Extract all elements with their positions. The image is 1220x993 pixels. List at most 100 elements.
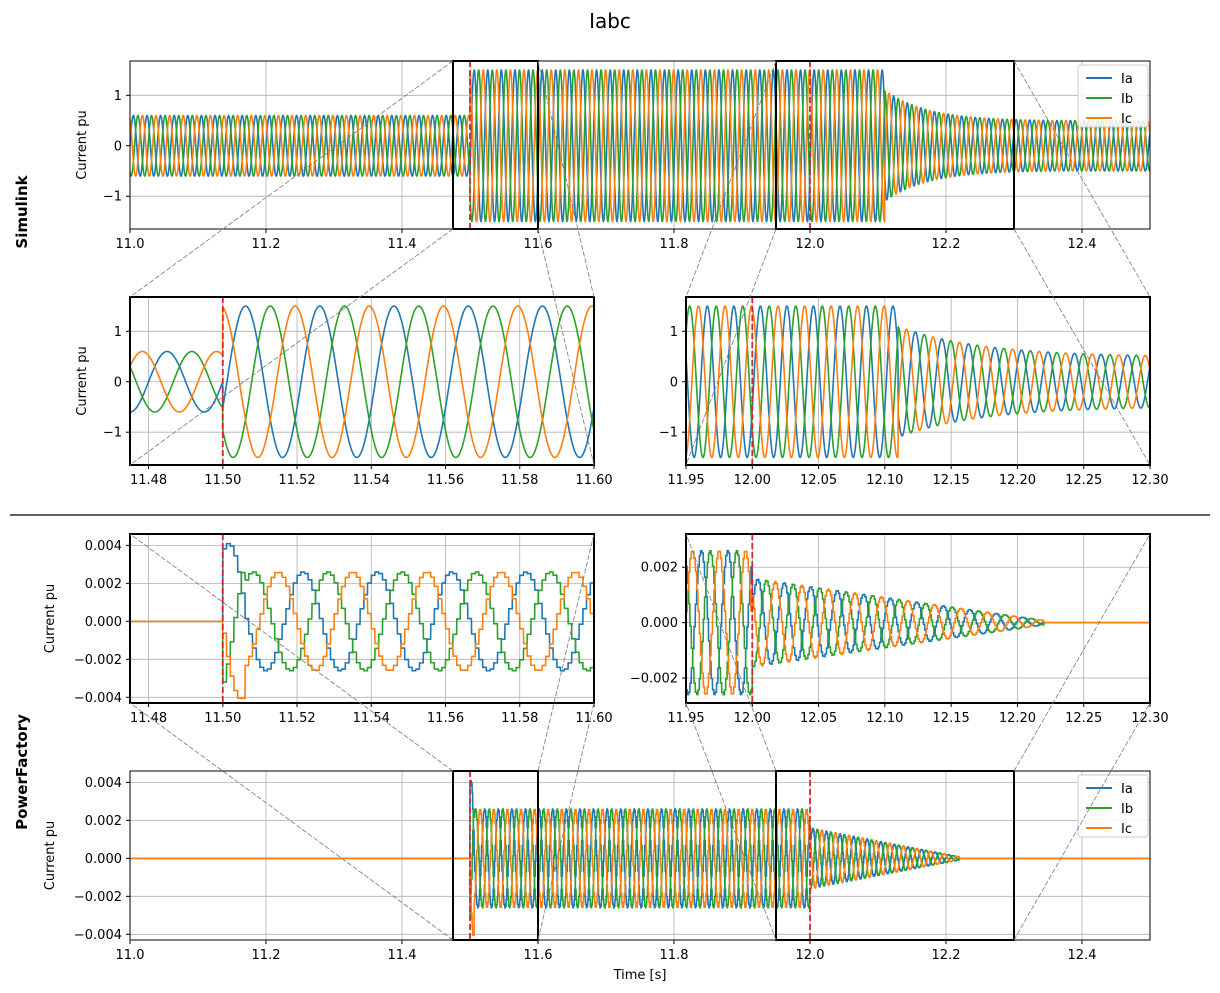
axes-frame bbox=[685, 533, 1151, 704]
y-tick-label: −0.002 bbox=[74, 653, 122, 668]
axes-frame bbox=[129, 60, 1151, 230]
x-tick-label: 11.0 bbox=[116, 948, 145, 963]
y-tick-label: 1 bbox=[114, 89, 122, 104]
x-tick-label: 12.15 bbox=[933, 473, 970, 488]
zoom-connector-line bbox=[537, 228, 595, 466]
y-tick-label: 0.002 bbox=[85, 814, 122, 829]
y-tick-label: 0.000 bbox=[85, 852, 122, 867]
chart-pf-main: 11.0 11.2 11.4 11.6 11.8 12.0 12.2 12.4 −0.004 −0… bbox=[43, 770, 1151, 983]
axes-frame bbox=[685, 296, 1151, 466]
x-tick-label: 12.00 bbox=[734, 711, 771, 726]
x-tick-label: 11.60 bbox=[575, 473, 612, 488]
x-tick-label: 11.4 bbox=[388, 948, 417, 963]
group-label-simulink: Simulink bbox=[13, 174, 31, 248]
y-tick-label: 0.002 bbox=[85, 577, 122, 592]
y-tick-label: −0.004 bbox=[74, 928, 122, 943]
x-tick-label: 11.56 bbox=[427, 711, 464, 726]
x-tick-label: 11.54 bbox=[353, 473, 390, 488]
series-line-ib bbox=[130, 69, 1150, 223]
zoom-connector-line bbox=[129, 533, 454, 772]
x-tick-label: 11.2 bbox=[252, 948, 281, 963]
x-axis-label: Time [s] bbox=[613, 968, 667, 983]
x-tick-label: 11.8 bbox=[660, 237, 689, 252]
chart-sim-zoom-right: 11.95 12.00 12.05 12.10 12.15 12.20 12.25 12.30… bbox=[659, 296, 1169, 488]
zoom-connector-line bbox=[129, 60, 454, 298]
x-tick-label: 11.50 bbox=[204, 473, 241, 488]
zoom-connector-line bbox=[537, 60, 595, 298]
zoom-connector-line bbox=[685, 702, 777, 941]
y-axis-label: Current pu bbox=[75, 110, 90, 179]
x-tick-label: 11.52 bbox=[278, 473, 315, 488]
x-tick-label: 12.05 bbox=[800, 473, 837, 488]
y-tick-label: 0.004 bbox=[85, 776, 122, 791]
zoom-connector-line bbox=[537, 702, 595, 941]
zoom-box bbox=[452, 60, 539, 230]
x-tick-label: 12.2 bbox=[932, 948, 961, 963]
legend-box bbox=[1077, 64, 1149, 128]
zoom-connector-line bbox=[537, 533, 595, 772]
x-tick-label: 12.10 bbox=[866, 711, 903, 726]
series-line-ib bbox=[130, 571, 594, 683]
legend-entry-ic: Ic bbox=[1121, 112, 1132, 127]
legend-box bbox=[1077, 774, 1149, 838]
zoom-box bbox=[452, 770, 539, 941]
y-tick-label: −0.002 bbox=[74, 890, 122, 905]
zoom-connector-line bbox=[1013, 533, 1151, 772]
legend-entry-ib: Ib bbox=[1121, 92, 1133, 107]
figure-title: Iabc bbox=[589, 9, 631, 33]
zoom-connector-line bbox=[1013, 702, 1151, 941]
x-tick-label: 11.6 bbox=[524, 237, 553, 252]
x-tick-label: 11.50 bbox=[204, 711, 241, 726]
series-line-ic bbox=[686, 305, 1150, 459]
x-tick-label: 11.56 bbox=[427, 473, 464, 488]
x-tick-label: 12.25 bbox=[1065, 473, 1102, 488]
legend: Ia Ib Ic bbox=[1077, 774, 1149, 838]
x-tick-label: 11.58 bbox=[501, 473, 538, 488]
legend-entry-ic: Ic bbox=[1121, 822, 1132, 837]
x-tick-label: 11.6 bbox=[524, 948, 553, 963]
zoom-connector-line bbox=[129, 228, 454, 466]
x-tick-label: 12.2 bbox=[932, 237, 961, 252]
x-tick-label: 11.95 bbox=[667, 711, 704, 726]
y-tick-label: −0.002 bbox=[630, 672, 678, 687]
x-tick-label: 11.2 bbox=[252, 237, 281, 252]
axes-frame bbox=[129, 296, 595, 466]
x-tick-label: 12.30 bbox=[1131, 711, 1168, 726]
zoom-connector-line bbox=[685, 60, 777, 298]
zoom-connector-line bbox=[1013, 60, 1151, 298]
x-tick-label: 12.0 bbox=[796, 948, 825, 963]
x-tick-label: 11.52 bbox=[278, 711, 315, 726]
x-tick-label: 11.48 bbox=[130, 473, 167, 488]
zoom-connector-line bbox=[129, 702, 454, 941]
chart-pf-zoom-right: 11.95 12.00 12.05 12.10 12.15 12.20 12.25 12.30… bbox=[630, 533, 1169, 726]
x-tick-label: 11.95 bbox=[667, 473, 704, 488]
series-line-ic bbox=[130, 68, 1150, 223]
x-tick-label: 11.60 bbox=[575, 711, 612, 726]
y-axis-label: Current pu bbox=[43, 584, 58, 653]
axes-frame bbox=[129, 533, 595, 704]
y-tick-label: 0 bbox=[114, 139, 122, 154]
x-tick-label: 12.05 bbox=[800, 711, 837, 726]
x-tick-label: 11.0 bbox=[116, 237, 145, 252]
x-tick-label: 12.25 bbox=[1065, 711, 1102, 726]
x-tick-label: 12.00 bbox=[734, 473, 771, 488]
series-line-ic bbox=[130, 808, 1150, 937]
x-tick-label: 12.15 bbox=[933, 711, 970, 726]
series-line-ic bbox=[130, 305, 594, 459]
legend-entry-ia: Ia bbox=[1121, 72, 1133, 87]
x-tick-label: 12.30 bbox=[1131, 473, 1168, 488]
x-tick-label: 11.54 bbox=[353, 711, 390, 726]
legend-entry-ib: Ib bbox=[1121, 802, 1133, 817]
zoom-connector-line bbox=[685, 533, 777, 772]
legend-entry-ia: Ia bbox=[1121, 782, 1133, 797]
x-tick-label: 12.4 bbox=[1068, 948, 1097, 963]
y-axis-label: Current pu bbox=[43, 821, 58, 890]
zoom-box bbox=[775, 60, 1015, 230]
x-tick-label: 11.4 bbox=[388, 237, 417, 252]
x-tick-label: 12.4 bbox=[1068, 237, 1097, 252]
y-tick-label: 1 bbox=[670, 325, 678, 340]
y-tick-label: −1 bbox=[659, 426, 678, 441]
y-tick-label: 0.004 bbox=[85, 539, 122, 554]
series-line-ia bbox=[130, 542, 594, 672]
